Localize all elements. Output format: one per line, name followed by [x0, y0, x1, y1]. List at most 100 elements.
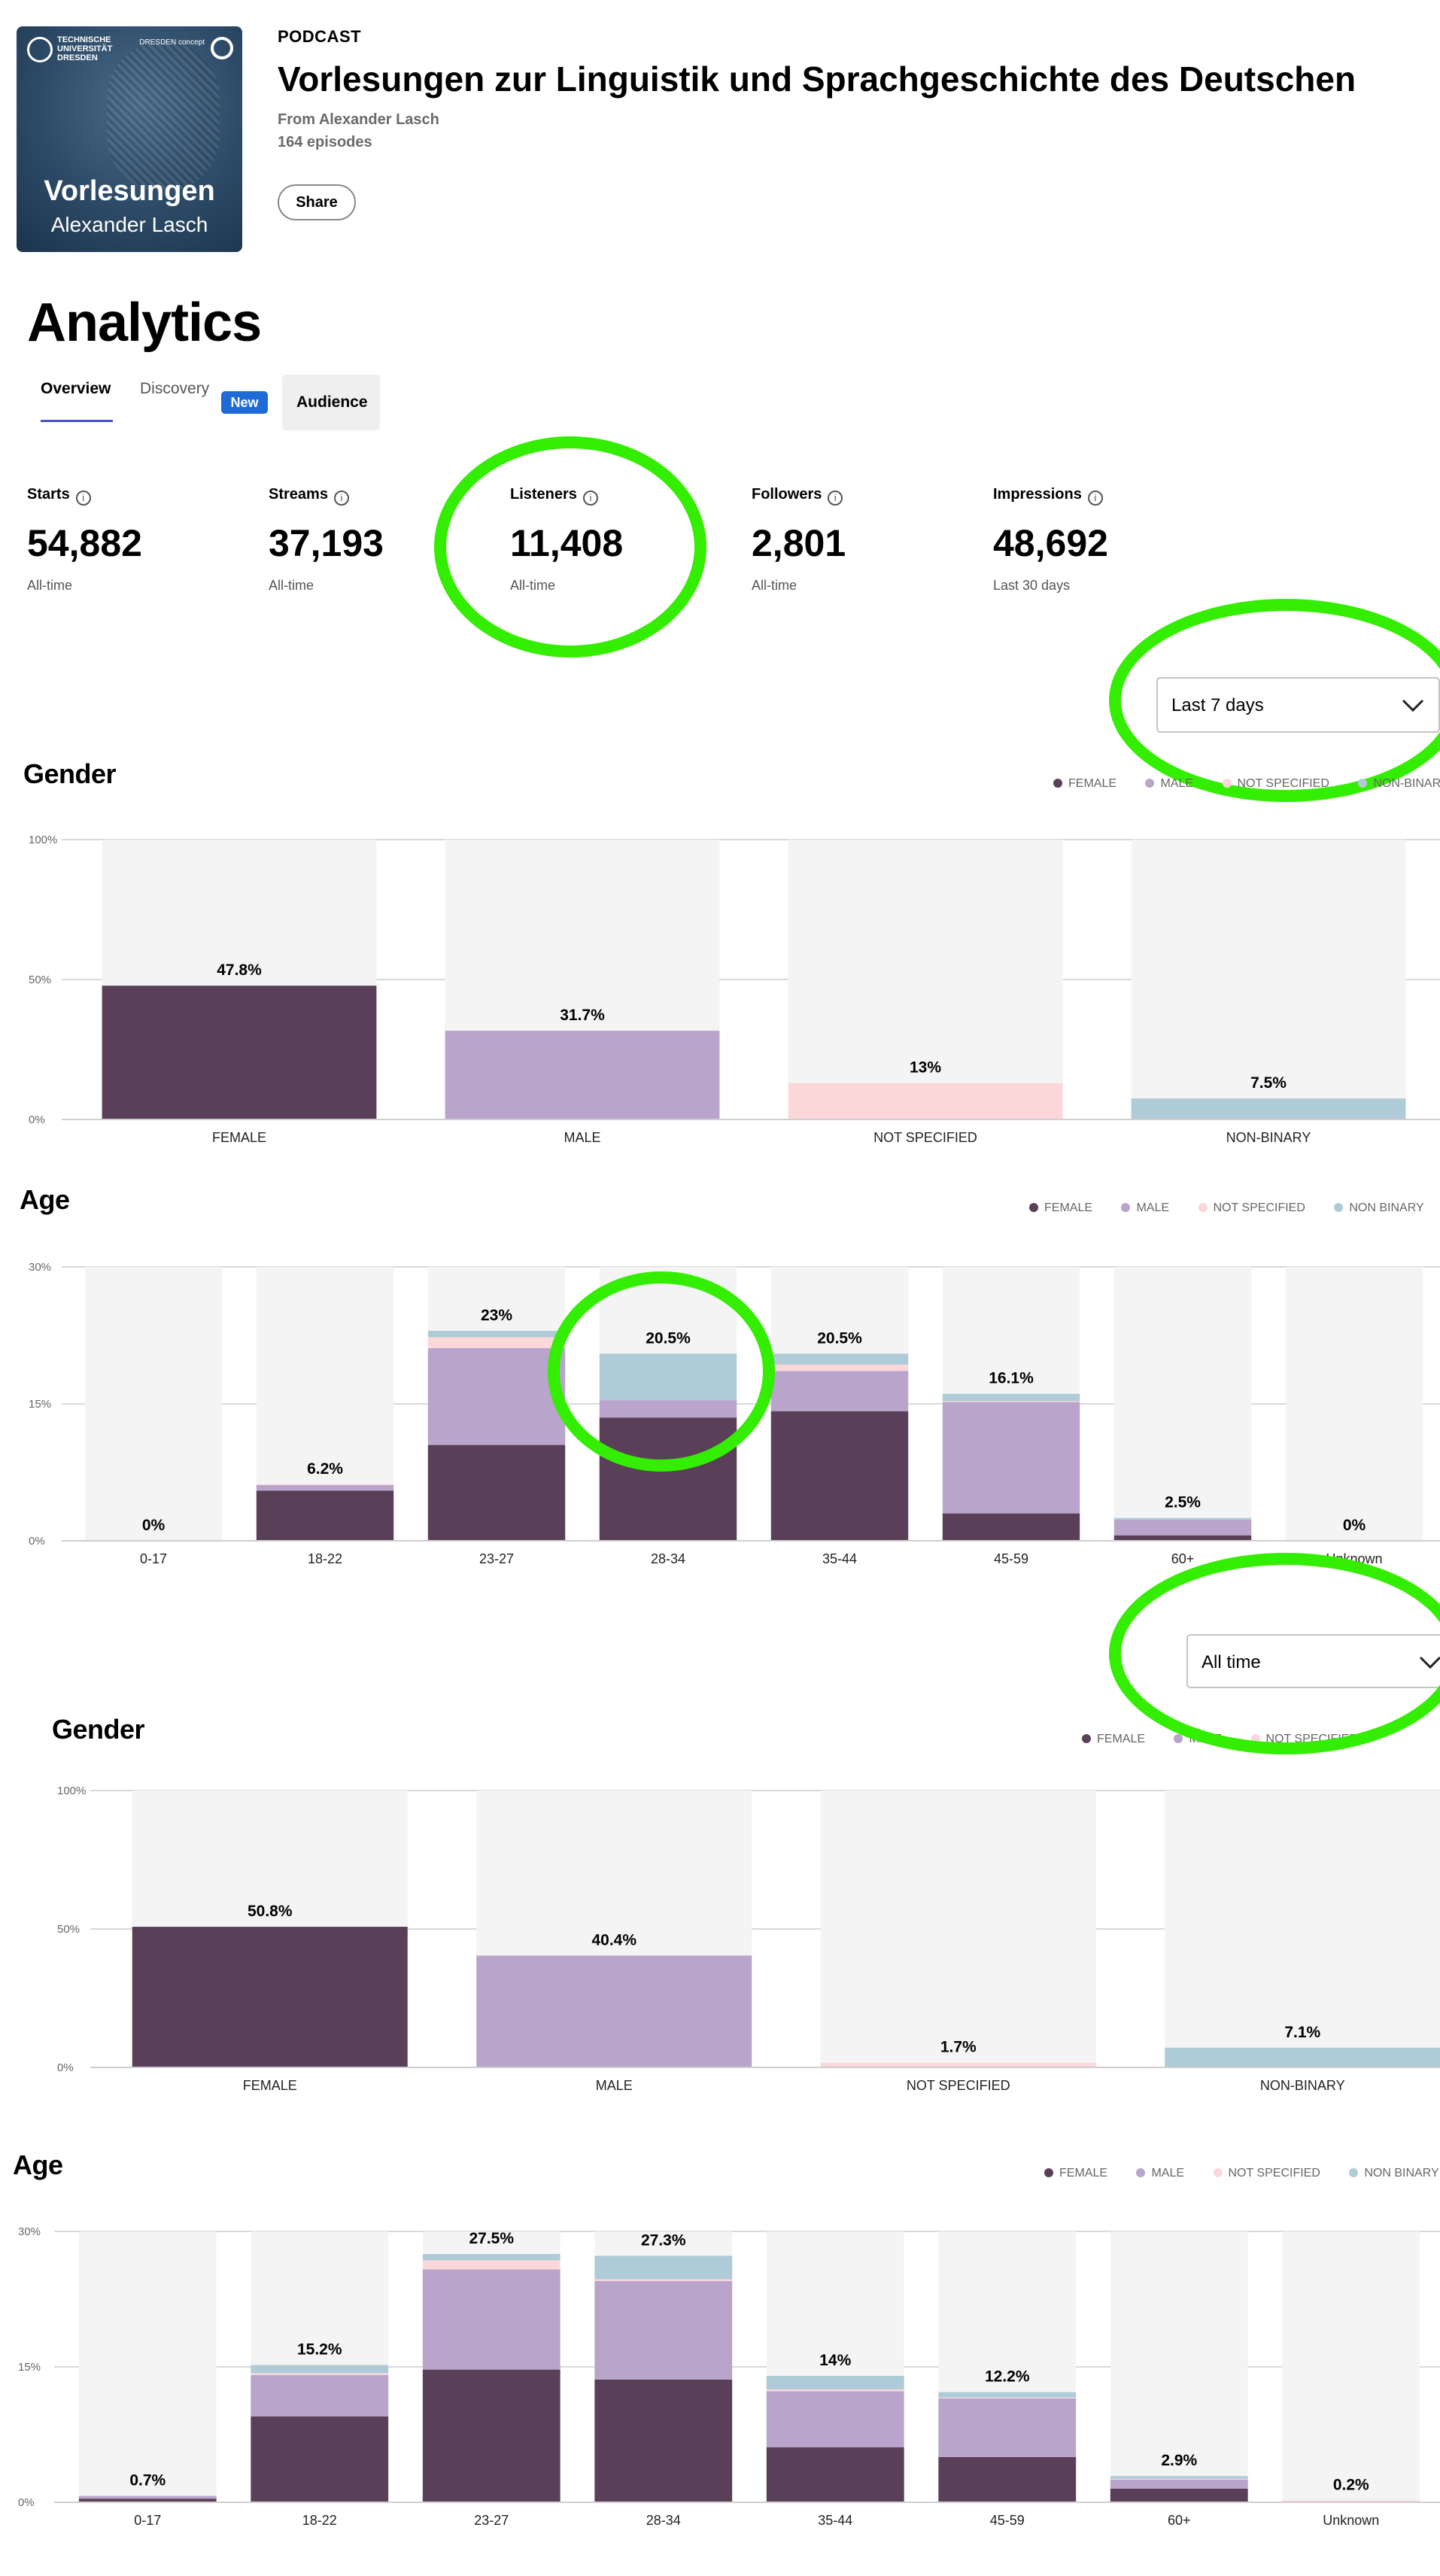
x-tick-label-18-22: 18-22: [308, 1551, 342, 1566]
bar-segment-non-binary-35-44: [770, 1353, 909, 1365]
legend-non-binary: NON-BINARY: [1358, 777, 1440, 790]
x-tick-label-not-specified: NOT SPECIFIED: [907, 2078, 1010, 2093]
y-tick-label: 0%: [57, 2061, 74, 2074]
bar-segment-non-binary-23-27: [422, 2254, 561, 2261]
data-label-45-59: 12.2%: [985, 2368, 1030, 2386]
bar-segment-non-binary-60: [1113, 1517, 1252, 1520]
y-tick-label: 50%: [29, 974, 51, 986]
bar-segment-non-binary-18-22: [251, 2365, 389, 2374]
bar-segment-female-18-22: [256, 1490, 394, 1541]
x-tick-label-male: MALE: [596, 2078, 633, 2093]
data-label-18-22: 6.2%: [307, 1460, 343, 1478]
x-tick-label-female: FEMALE: [243, 2078, 297, 2093]
bar-segment-not-specified-35-44: [766, 2389, 904, 2392]
podcast-kicker: PODCAST: [278, 27, 362, 46]
bar-segment-female-60: [1110, 2489, 1248, 2502]
y-tick-label: 100%: [57, 1785, 86, 1797]
age-chart-title-all-time: Age: [13, 2149, 63, 2180]
bar-segment-male-0-17: [78, 2496, 217, 2499]
bar-segment-female-23-27: [422, 2369, 561, 2502]
legend-not-specified: NOT SPECIFIED: [1213, 2167, 1320, 2180]
metric-starts-period: All-time: [27, 578, 73, 593]
x-tick-label-female: FEMALE: [212, 1130, 266, 1145]
data-label-60: 2.9%: [1161, 2452, 1197, 2469]
metric-followers-label: Followers i: [752, 486, 843, 506]
data-label-45-59: 16.1%: [989, 1370, 1034, 1387]
y-tick-label: 0%: [18, 2496, 35, 2509]
all-time-highlight-annotation: [1109, 1553, 1440, 1754]
tab-discovery[interactable]: Discovery: [140, 380, 210, 397]
data-label-28-34: 27.3%: [641, 2231, 686, 2249]
age-28-34-highlight-annotation: [548, 1271, 775, 1472]
tab-overview[interactable]: Overview: [41, 380, 111, 397]
metric-streams-label: Streams i: [269, 486, 349, 506]
legend-female: FEMALE: [1029, 1201, 1092, 1214]
x-tick-label-23-27: 23-27: [474, 2513, 509, 2528]
bar-track-unknown: [1285, 1267, 1423, 1541]
data-label-not-specified: 1.7%: [940, 2039, 977, 2056]
info-icon[interactable]: i: [828, 491, 843, 506]
legend-female: FEMALE: [1044, 2167, 1107, 2180]
info-icon[interactable]: i: [75, 491, 91, 506]
y-tick-label: 30%: [18, 2225, 41, 2238]
data-label-35-44: 14%: [819, 2352, 851, 2369]
bar-segment-not-specified-35-44: [770, 1364, 909, 1372]
bar-segment-male-18-22: [256, 1484, 394, 1491]
bar-segment-non-binary-28-34: [594, 2256, 733, 2280]
x-tick-label-0-17: 0-17: [134, 2513, 161, 2528]
bar-segment-non-binary-60: [1110, 2476, 1248, 2479]
info-icon[interactable]: i: [1087, 491, 1103, 506]
x-tick-label-male: MALE: [564, 1130, 600, 1145]
bar-segment-female-23-27: [427, 1444, 566, 1541]
metric-starts-value: 54,882: [27, 522, 142, 564]
cover-subtitle: Alexander Lasch: [50, 213, 208, 236]
x-tick-label-35-44: 35-44: [822, 1551, 857, 1566]
cover-brand-text: DRESDEN concept: [139, 38, 205, 47]
y-tick-label: 0%: [29, 1113, 45, 1126]
y-tick-label: 0%: [29, 1535, 45, 1548]
bar-female: [102, 986, 377, 1119]
bar-segment-non-binary-23-27: [427, 1330, 566, 1338]
x-tick-label-35-44: 35-44: [818, 2513, 852, 2528]
bar-track-0-17: [84, 1267, 223, 1541]
microphone-image: [107, 41, 220, 192]
gender-chart-all-time: 0% 50% 100% 50.8% FEMALE 40.4% MALE 1.7% NOT SPE…: [57, 1785, 1440, 2093]
bar-segment-not-specified-60: [1110, 2478, 1248, 2480]
info-icon[interactable]: i: [333, 491, 349, 506]
bar-track-not-specified: [820, 1791, 1096, 2067]
data-label-non-binary: 7.5%: [1250, 1074, 1287, 1092]
x-tick-label-not-specified: NOT SPECIFIED: [873, 1130, 977, 1145]
bar-track-not-specified: [788, 840, 1063, 1119]
legend-not-specified: NOT SPECIFIED: [1198, 1201, 1305, 1214]
tu-dresden-logo-icon: [27, 37, 53, 62]
bar-track-0-17: [78, 2231, 217, 2502]
bar-segment-not-specified-23-27: [427, 1337, 566, 1348]
metric-followers-value: 2,801: [752, 522, 846, 564]
bar-segment-female-0-17: [78, 2499, 217, 2502]
legend-male: MALE: [1136, 2167, 1184, 2180]
bar-segment-male-18-22: [251, 2374, 389, 2417]
age-chart-all-time: 0% 15% 30% 0.7% 0-17 15.2% 18-22 27.5% 23-27 27.3…: [18, 2225, 1440, 2528]
bar-segment-male-45-59: [938, 2398, 1077, 2457]
tab-audience[interactable]: [282, 375, 380, 430]
bar-male: [445, 1031, 720, 1119]
tab-audience-label[interactable]: Audience: [296, 393, 368, 411]
bar-not-specified: [820, 2062, 1096, 2067]
bar-non-binary: [1131, 1098, 1406, 1119]
y-tick-label: 15%: [29, 1398, 51, 1411]
data-label-female: 47.8%: [217, 961, 262, 979]
podcast-author: From Alexander Lasch: [278, 111, 439, 128]
bar-segment-not-specified-18-22: [256, 1484, 394, 1485]
bar-track-60: [1113, 1267, 1252, 1541]
x-tick-label-60: 60+: [1168, 2513, 1191, 2528]
share-button[interactable]: Share: [278, 184, 356, 220]
bar-segment-female-35-44: [770, 1411, 909, 1541]
data-label-35-44: 20.5%: [817, 1329, 862, 1347]
listeners-highlight-annotation: [434, 436, 706, 658]
metric-impressions-value: 48,692: [993, 522, 1108, 564]
legend-non-binary: NON BINARY: [1349, 2167, 1439, 2180]
x-tick-label-non-binary: NON-BINARY: [1260, 2078, 1345, 2093]
data-label-unknown: 0%: [1343, 1517, 1366, 1534]
dresden-concept-logo-icon: [211, 37, 233, 59]
data-label-not-specified: 13%: [910, 1059, 941, 1077]
